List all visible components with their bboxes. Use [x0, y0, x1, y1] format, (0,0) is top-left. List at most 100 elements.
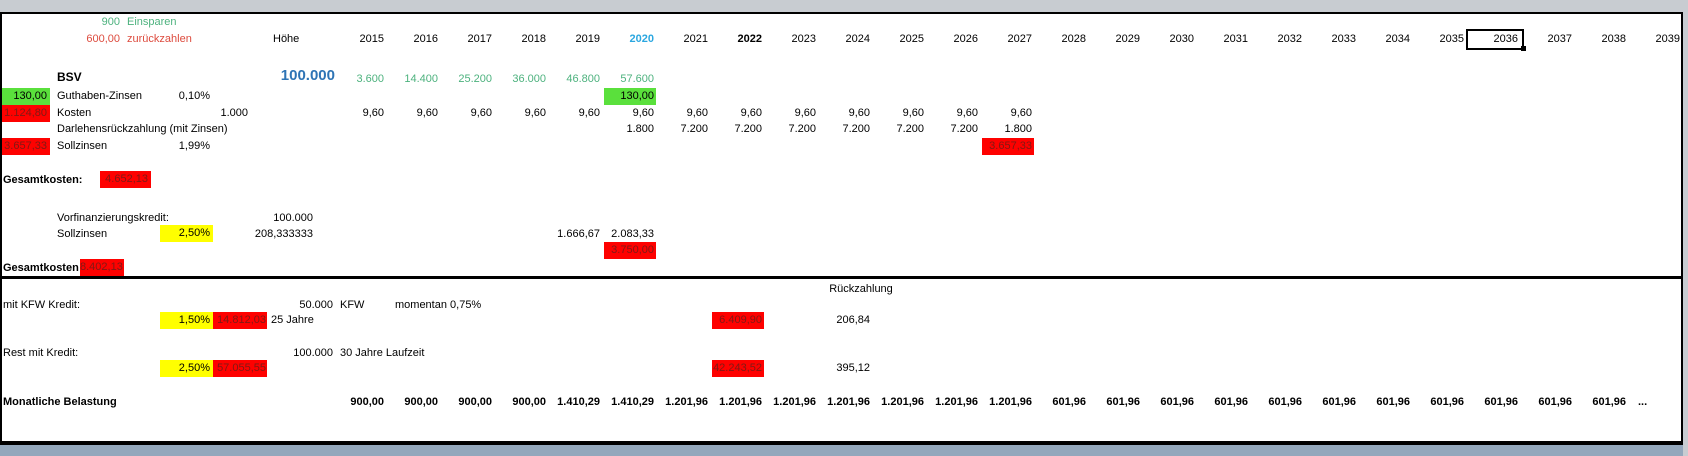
kfw-term-label[interactable]: 25 Jahre — [271, 314, 314, 326]
monthly-values-2026[interactable]: 1.201,96 — [935, 396, 978, 408]
kosten-values-2027[interactable]: 9,60 — [1010, 107, 1032, 119]
year-header-2016[interactable]: 2016 — [413, 33, 438, 45]
monthly-values-2024[interactable]: 1.201,96 — [827, 396, 870, 408]
gesamtkosten-label[interactable]: Gesamtkosten: — [3, 174, 83, 186]
kosten-values-2019[interactable]: 9,60 — [578, 107, 600, 119]
rest-amount-cell[interactable]: 100.000 — [293, 347, 333, 359]
monthly-values-2021[interactable]: 1.201,96 — [665, 396, 708, 408]
monatliche-belastung-label[interactable]: Monatliche Belastung — [3, 396, 117, 408]
kfw-cells-2022[interactable]: 6.409,90 — [712, 312, 764, 329]
darlehen-values-2022[interactable]: 7.200 — [734, 123, 762, 135]
kfw-total-cell[interactable]: 14.812,03 — [213, 312, 267, 329]
darlehen-values-2024[interactable]: 7.200 — [842, 123, 870, 135]
bsv-values-2019[interactable]: 46.800 — [566, 73, 600, 85]
kfw-note-label[interactable]: momentan 0,75% — [395, 299, 482, 311]
zurueckzahlen-label-cell[interactable]: zurückzahlen — [127, 33, 192, 45]
monthly-values-2032[interactable]: 601,96 — [1268, 396, 1302, 408]
darlehen-values-2027[interactable]: 1.800 — [1004, 123, 1032, 135]
einsparen-label-cell[interactable]: Einsparen — [127, 16, 177, 28]
rueckzahlung-column-header[interactable]: Rückzahlung — [829, 283, 893, 295]
kosten-hoehe-cell[interactable]: 1.000 — [220, 107, 248, 119]
guthaben-side-cell[interactable]: 130,00 — [2, 88, 50, 105]
year-header-2017[interactable]: 2017 — [467, 33, 492, 45]
monthly-values-2016[interactable]: 900,00 — [404, 396, 438, 408]
year-header-2022[interactable]: 2022 — [737, 33, 762, 45]
year-header-2036[interactable]: 2036 — [1493, 33, 1518, 45]
monthly-values-2036[interactable]: 601,96 — [1484, 396, 1518, 408]
bsv-values-2016[interactable]: 14.400 — [404, 73, 438, 85]
gesamtkosten-value-cell[interactable]: 4.652,13 — [100, 171, 151, 188]
year-header-2037[interactable]: 2037 — [1547, 33, 1572, 45]
monthly-values-2019[interactable]: 1.410,29 — [557, 396, 600, 408]
kfw-cells-2024[interactable]: 206,84 — [836, 314, 870, 326]
rest-cells-2022[interactable]: 42.243,52 — [712, 360, 764, 377]
selection-fill-handle[interactable] — [1521, 46, 1526, 51]
year-header-2033[interactable]: 2033 — [1331, 33, 1356, 45]
monthly-values-2015[interactable]: 900,00 — [350, 396, 384, 408]
sollzinsen-side-cell[interactable]: 3.657,33 — [2, 138, 50, 155]
year-header-2015[interactable]: 2015 — [359, 33, 384, 45]
hoehe-column-header[interactable]: Höhe — [273, 33, 300, 45]
year-header-2031[interactable]: 2031 — [1223, 33, 1248, 45]
sollzinsen-row-label[interactable]: Sollzinsen — [57, 140, 108, 152]
kfw-rate-cell[interactable]: 1,50% — [160, 312, 213, 329]
bsv-row-label[interactable]: BSV — [57, 70, 82, 84]
kosten-values-2017[interactable]: 9,60 — [470, 107, 492, 119]
kfw-amount-cell[interactable]: 50.000 — [299, 299, 333, 311]
kosten-values-2018[interactable]: 9,60 — [524, 107, 546, 119]
rest-rate-cell[interactable]: 2,50% — [160, 360, 213, 377]
kosten-values-2023[interactable]: 9,60 — [794, 107, 816, 119]
monthly-values-2020[interactable]: 1.410,29 — [611, 396, 654, 408]
kosten-values-2021[interactable]: 9,60 — [686, 107, 708, 119]
guthaben-row-label[interactable]: Guthaben-Zinsen — [57, 90, 142, 102]
guthaben-rate-cell[interactable]: 0,10% — [178, 90, 210, 102]
bsv-values-2020[interactable]: 57.600 — [620, 73, 654, 85]
year-header-2026[interactable]: 2026 — [953, 33, 978, 45]
year-header-2030[interactable]: 2030 — [1169, 33, 1194, 45]
sollzinsen2-row-label[interactable]: Sollzinsen — [57, 228, 108, 240]
monthly-values-2030[interactable]: 601,96 — [1160, 396, 1194, 408]
darlehen-values-2025[interactable]: 7.200 — [896, 123, 924, 135]
monthly-values-2022[interactable]: 1.201,96 — [719, 396, 762, 408]
monthly-values-2029[interactable]: 601,96 — [1106, 396, 1140, 408]
rest-term-label[interactable]: 30 Jahre Laufzeit — [340, 347, 425, 359]
kosten-values-2026[interactable]: 9,60 — [956, 107, 978, 119]
rest-row-label[interactable]: Rest mit Kredit: — [3, 347, 79, 359]
sollzinsen-cells-2027[interactable]: 3.657,33 — [982, 138, 1034, 155]
bsv-amount-cell[interactable]: 100.000 — [280, 67, 335, 84]
kosten-side-cell[interactable]: 1.124,80 — [2, 105, 50, 122]
rest-total-cell[interactable]: 57.055,55 — [213, 360, 267, 377]
selected-cell-2036[interactable] — [1466, 29, 1524, 50]
monthly-values-2037[interactable]: 601,96 — [1538, 396, 1572, 408]
vorfin-red-2020[interactable]: 3.750,00 — [604, 242, 656, 259]
darlehen-values-2026[interactable]: 7.200 — [950, 123, 978, 135]
kosten-values-2024[interactable]: 9,60 — [848, 107, 870, 119]
gesamtkosten-bsv-value-cell[interactable]: 8.402,13 — [80, 259, 124, 276]
rest-cells-2024[interactable]: 395,12 — [836, 362, 870, 374]
monthly-values-2035[interactable]: 601,96 — [1430, 396, 1464, 408]
year-header-2027[interactable]: 2027 — [1007, 33, 1032, 45]
guthaben-cells-2020[interactable]: 130,00 — [604, 88, 656, 105]
year-header-2021[interactable]: 2021 — [683, 33, 708, 45]
darlehen-values-2023[interactable]: 7.200 — [788, 123, 816, 135]
monthly-values-2023[interactable]: 1.201,96 — [773, 396, 816, 408]
sollzinsen2-rate-cell[interactable]: 2,50% — [160, 225, 213, 242]
year-header-2023[interactable]: 2023 — [791, 33, 816, 45]
monthly-values-2025[interactable]: 1.201,96 — [881, 396, 924, 408]
monthly-values-2033[interactable]: 601,96 — [1322, 396, 1356, 408]
worksheet-area[interactable] — [2, 14, 1681, 441]
kosten-values-2022[interactable]: 9,60 — [740, 107, 762, 119]
kosten-values-2016[interactable]: 9,60 — [416, 107, 438, 119]
year-header-2019[interactable]: 2019 — [575, 33, 600, 45]
kosten-values-2015[interactable]: 9,60 — [362, 107, 384, 119]
zurueckzahlen-value-cell[interactable]: 600,00 — [86, 33, 120, 45]
bsv-values-2015[interactable]: 3.600 — [356, 73, 384, 85]
darlehen-row-label[interactable]: Darlehensrückzahlung (mit Zinsen) — [57, 123, 228, 135]
monthly-values-2031[interactable]: 601,96 — [1214, 396, 1248, 408]
einsparen-value-cell[interactable]: 900 — [101, 16, 120, 28]
bsv-values-2017[interactable]: 25.200 — [458, 73, 492, 85]
kosten-values-2025[interactable]: 9,60 — [902, 107, 924, 119]
kosten-row-label[interactable]: Kosten — [57, 107, 92, 119]
sollzinsen2-monthly-cell[interactable]: 208,333333 — [254, 228, 313, 240]
year-header-2018[interactable]: 2018 — [521, 33, 546, 45]
